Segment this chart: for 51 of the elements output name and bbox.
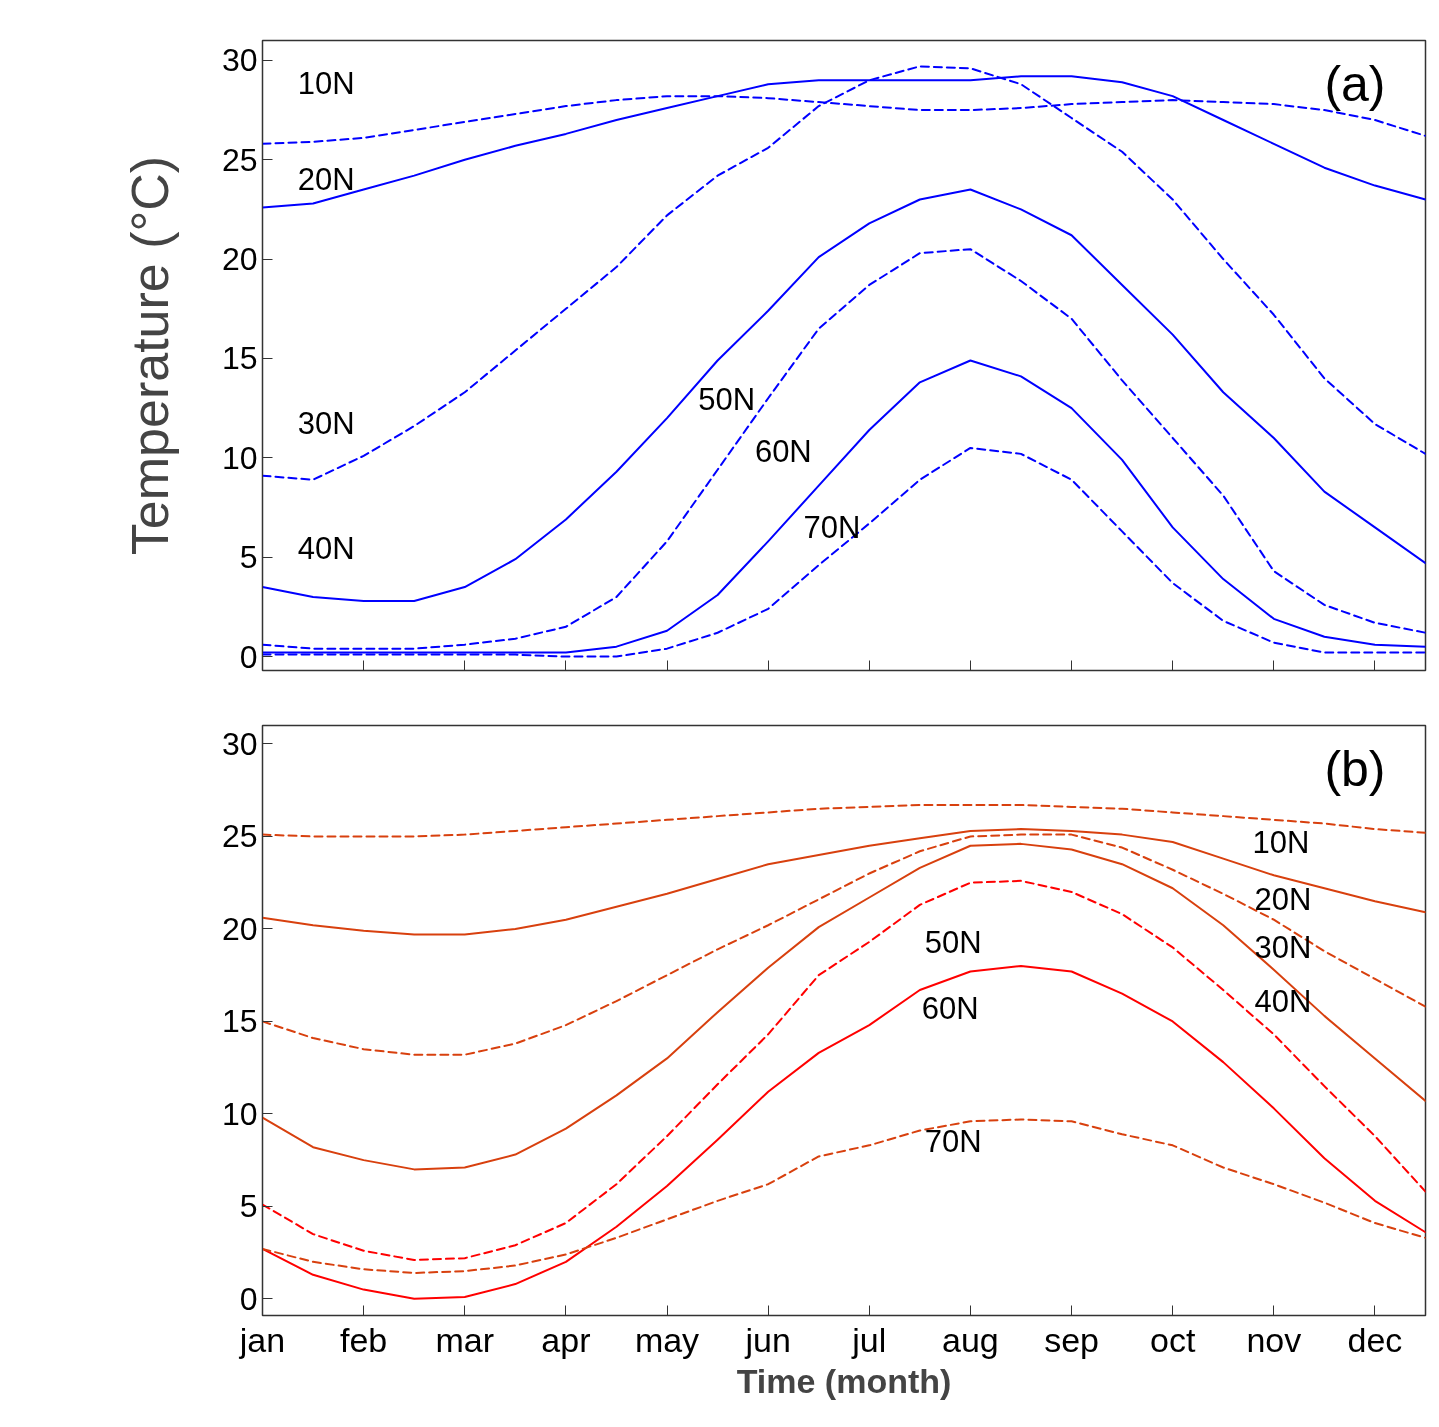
y-tick-label: 25 [221, 141, 258, 178]
x-axis-title: Time (month) [736, 1361, 952, 1400]
annotation: (a) [1324, 55, 1386, 112]
series-label: 10N [1252, 824, 1310, 860]
y-tick-label: 20 [221, 910, 258, 947]
x-tick-label: jun [744, 1320, 791, 1359]
series-label: 50N [698, 382, 756, 418]
series-label: 10N [297, 66, 355, 102]
line-series [262, 879, 1426, 1262]
x-tick-label: oct [1150, 1320, 1196, 1359]
x-tick-label: aug [942, 1320, 999, 1359]
y-tick-label: 5 [239, 539, 258, 576]
x-tick-label: may [634, 1320, 700, 1359]
annotation: (b) [1324, 740, 1386, 797]
x-tick-label: jan [238, 1320, 286, 1359]
x-tick-label: jul [851, 1320, 887, 1359]
series-label: 40N [1254, 984, 1312, 1020]
line-series [262, 248, 1426, 650]
y-tick-label: 0 [239, 638, 258, 675]
y-tick-label: 30 [221, 726, 258, 762]
y-tick-label: 25 [221, 818, 258, 855]
line-series [262, 964, 1426, 1300]
series-label: 60N [921, 991, 979, 1027]
x-tick-label: feb [340, 1320, 388, 1359]
series-label: 20N [297, 162, 355, 198]
x-tick-label: apr [541, 1320, 591, 1359]
y-tick-label: 20 [221, 241, 258, 278]
series-label: 50N [924, 924, 982, 960]
y-tick-label: 5 [239, 1188, 258, 1225]
x-tick-label: dec [1347, 1320, 1403, 1359]
y-tick-label: 30 [221, 42, 258, 79]
y-axis-title: Temperature (°C) [120, 155, 179, 556]
series-label: 70N [924, 1123, 982, 1159]
x-tick-label: nov [1246, 1320, 1302, 1359]
line-series [262, 1118, 1426, 1274]
line-series [262, 833, 1426, 1056]
line-series [262, 188, 1426, 602]
series-label: 70N [803, 509, 861, 545]
series-label: 30N [297, 406, 355, 442]
y-tick-label: 10 [221, 1095, 258, 1132]
series-label: 30N [1254, 929, 1312, 965]
series-label: 40N [297, 530, 355, 566]
y-tick-label: 0 [239, 1280, 258, 1317]
x-tick-label: sep [1044, 1320, 1099, 1359]
y-tick-label: 10 [221, 439, 258, 476]
x-tick-label: mar [435, 1320, 495, 1359]
y-tick-label: 15 [221, 1003, 258, 1040]
y-tick-label: 15 [221, 340, 258, 377]
series-label: 60N [754, 434, 812, 470]
line-series [262, 65, 1426, 481]
series-label: 20N [1254, 882, 1312, 918]
